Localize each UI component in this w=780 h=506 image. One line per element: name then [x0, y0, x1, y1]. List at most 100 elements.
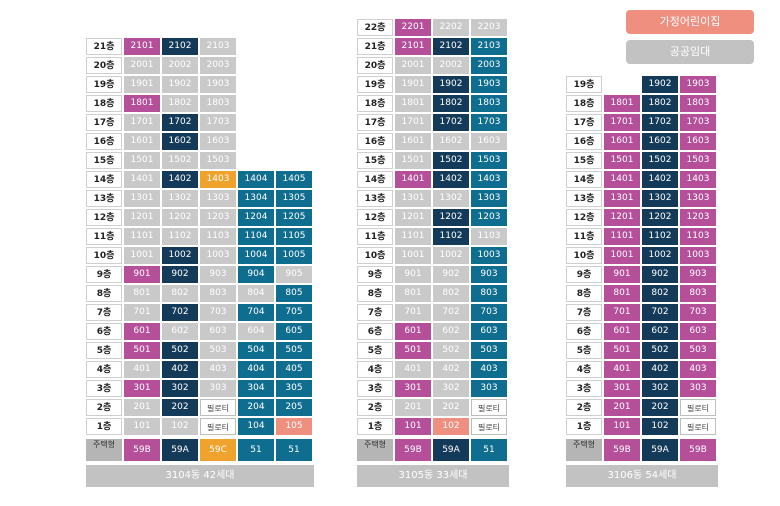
unit-cell[interactable]: 1402 [433, 171, 469, 188]
unit-cell[interactable]: 201 [395, 399, 431, 416]
unit-cell[interactable]: 1703 [471, 114, 507, 131]
unit-cell[interactable]: 702 [162, 304, 198, 321]
unit-cell[interactable]: 603 [471, 323, 507, 340]
unit-cell[interactable]: 1403 [680, 171, 716, 188]
unit-cell[interactable]: 902 [162, 266, 198, 283]
unit-cell[interactable]: 1201 [604, 209, 640, 226]
unit-cell[interactable]: 1103 [200, 228, 236, 245]
unit-cell[interactable]: 1201 [395, 209, 431, 226]
unit-cell[interactable]: 702 [642, 304, 678, 321]
unit-cell[interactable]: 902 [433, 266, 469, 283]
unit-cell[interactable]: 1305 [276, 190, 312, 207]
unit-cell[interactable]: 1002 [162, 247, 198, 264]
unit-cell[interactable]: 1501 [124, 152, 160, 169]
unit-cell[interactable]: 1602 [433, 133, 469, 150]
unit-cell[interactable]: 1502 [162, 152, 198, 169]
unit-cell[interactable]: 304 [238, 380, 274, 397]
unit-cell[interactable]: 305 [276, 380, 312, 397]
unit-cell[interactable]: 102 [433, 418, 469, 435]
unit-cell[interactable]: 1202 [162, 209, 198, 226]
unit-cell[interactable]: 401 [395, 361, 431, 378]
unit-cell[interactable]: 1903 [200, 76, 236, 93]
unit-cell[interactable]: 1503 [680, 152, 716, 169]
unit-cell[interactable]: 202 [162, 399, 198, 416]
unit-cell[interactable]: 1003 [680, 247, 716, 264]
unit-cell[interactable]: 1004 [238, 247, 274, 264]
unit-cell[interactable]: 602 [642, 323, 678, 340]
unit-cell[interactable]: 805 [276, 285, 312, 302]
unit-cell[interactable]: 1403 [200, 171, 236, 188]
unit-cell[interactable]: 1801 [604, 95, 640, 112]
unit-cell[interactable]: 1101 [395, 228, 431, 245]
unit-cell[interactable]: 704 [238, 304, 274, 321]
unit-cell[interactable]: 102 [162, 418, 198, 435]
unit-cell[interactable]: 1104 [238, 228, 274, 245]
unit-cell[interactable]: 1803 [680, 95, 716, 112]
unit-cell[interactable]: 504 [238, 342, 274, 359]
unit-cell[interactable]: 502 [162, 342, 198, 359]
unit-cell[interactable]: 2003 [200, 57, 236, 74]
unit-cell[interactable]: 1204 [238, 209, 274, 226]
unit-cell[interactable]: 1401 [124, 171, 160, 188]
unit-cell[interactable]: 403 [471, 361, 507, 378]
unit-cell[interactable]: 1001 [395, 247, 431, 264]
unit-cell[interactable]: 1205 [276, 209, 312, 226]
unit-cell[interactable]: 2001 [124, 57, 160, 74]
unit-cell[interactable]: 904 [238, 266, 274, 283]
unit-cell[interactable]: 1701 [124, 114, 160, 131]
unit-cell[interactable]: 1901 [395, 76, 431, 93]
unit-cell[interactable]: 1801 [124, 95, 160, 112]
unit-cell[interactable]: 1902 [162, 76, 198, 93]
unit-cell[interactable]: 1902 [642, 76, 678, 93]
unit-cell[interactable]: 1203 [200, 209, 236, 226]
unit-cell[interactable]: 903 [471, 266, 507, 283]
unit-cell[interactable]: 302 [642, 380, 678, 397]
unit-cell[interactable]: 301 [124, 380, 160, 397]
unit-cell[interactable]: 902 [642, 266, 678, 283]
unit-cell[interactable]: 802 [642, 285, 678, 302]
unit-cell[interactable]: 2101 [124, 38, 160, 55]
unit-cell[interactable]: 1802 [433, 95, 469, 112]
unit-cell[interactable]: 1401 [604, 171, 640, 188]
unit-cell[interactable]: 703 [200, 304, 236, 321]
unit-cell[interactable]: 2201 [395, 19, 431, 36]
unit-cell[interactable]: 1201 [124, 209, 160, 226]
unit-cell[interactable]: 1402 [642, 171, 678, 188]
unit-cell[interactable]: 1203 [471, 209, 507, 226]
unit-cell[interactable]: 2203 [471, 19, 507, 36]
unit-cell[interactable]: 1202 [433, 209, 469, 226]
unit-cell[interactable]: 405 [276, 361, 312, 378]
unit-cell[interactable]: 803 [680, 285, 716, 302]
unit-cell[interactable]: 1902 [433, 76, 469, 93]
unit-cell[interactable]: 703 [471, 304, 507, 321]
unit-cell[interactable]: 1502 [642, 152, 678, 169]
unit-cell[interactable]: 1001 [604, 247, 640, 264]
unit-cell[interactable]: 1202 [642, 209, 678, 226]
unit-cell[interactable]: 603 [200, 323, 236, 340]
unit-cell[interactable]: 1401 [395, 171, 431, 188]
unit-cell[interactable]: 1601 [395, 133, 431, 150]
unit-cell[interactable]: 1403 [471, 171, 507, 188]
unit-cell[interactable]: 1404 [238, 171, 274, 188]
unit-cell[interactable]: 1303 [200, 190, 236, 207]
unit-cell[interactable]: 501 [395, 342, 431, 359]
unit-cell[interactable]: 1102 [642, 228, 678, 245]
unit-cell[interactable]: 403 [680, 361, 716, 378]
unit-cell[interactable]: 2003 [471, 57, 507, 74]
unit-cell[interactable]: 605 [276, 323, 312, 340]
unit-cell[interactable]: 2002 [433, 57, 469, 74]
unit-cell[interactable]: 1701 [395, 114, 431, 131]
unit-cell[interactable]: 702 [433, 304, 469, 321]
unit-cell[interactable]: 602 [162, 323, 198, 340]
unit-cell[interactable]: 705 [276, 304, 312, 321]
unit-cell[interactable]: 202 [433, 399, 469, 416]
unit-cell[interactable]: 601 [604, 323, 640, 340]
unit-cell[interactable]: 1301 [395, 190, 431, 207]
unit-cell[interactable]: 1803 [471, 95, 507, 112]
unit-cell[interactable]: 1702 [162, 114, 198, 131]
unit-cell[interactable]: 1603 [471, 133, 507, 150]
unit-cell[interactable]: 1903 [471, 76, 507, 93]
unit-cell[interactable]: 1102 [433, 228, 469, 245]
unit-cell[interactable]: 1701 [604, 114, 640, 131]
unit-cell[interactable]: 1302 [162, 190, 198, 207]
